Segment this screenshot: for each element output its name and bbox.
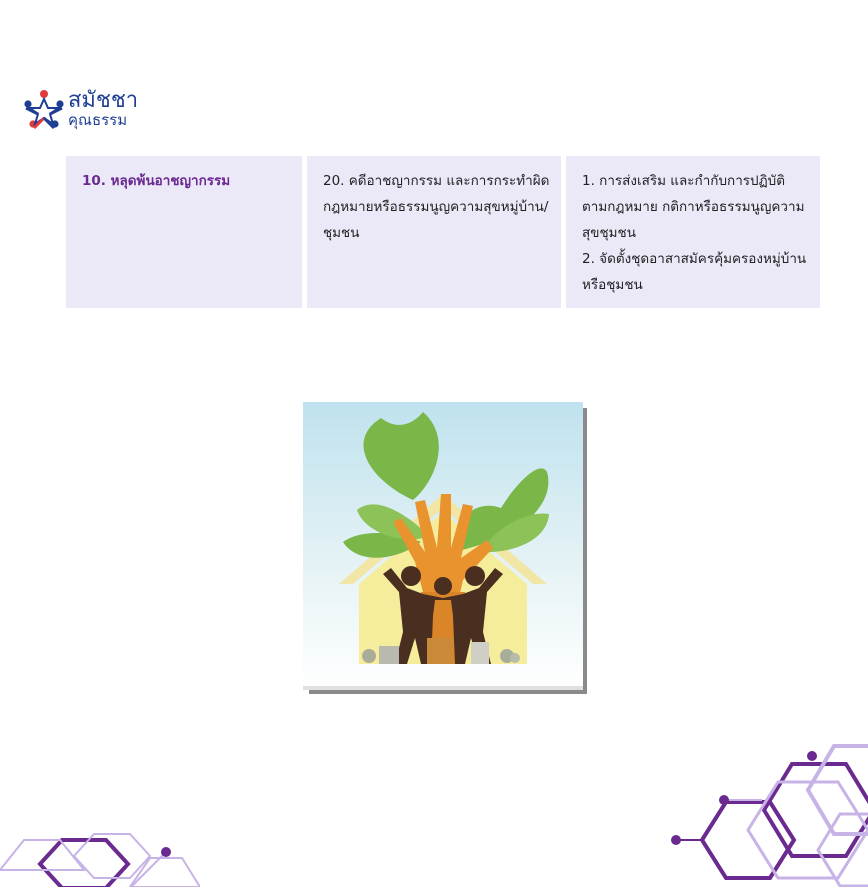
hexagon-decoration-left xyxy=(0,833,200,887)
leaf-shape xyxy=(453,468,549,552)
logo-text-line1: สมัชชา xyxy=(68,88,139,113)
logo-text-line2: คุณธรรม xyxy=(68,111,128,129)
leaf-shape xyxy=(363,412,439,500)
building-shape xyxy=(379,646,399,664)
logo: สมัชชา คุณธรรม xyxy=(22,88,152,134)
community-tree-illustration xyxy=(303,402,587,694)
category-text: 10. หลุดพ้นอาชญากรรม xyxy=(82,173,231,189)
table-cell-indicator: 20. คดีอาชญากรรม และการกระทำผิดกฎหมายหรื… xyxy=(307,156,561,308)
action-item: 1. การส่งเสริม และกำกับการปฏิบัติตามกฎหม… xyxy=(582,173,805,241)
hexagon-decoration-right xyxy=(671,744,868,887)
indicator-text: 20. คดีอาชญากรรม และการกระทำผิดกฎหมายหรื… xyxy=(323,173,550,241)
people-star-icon xyxy=(24,90,64,130)
table-cell-actions: 1. การส่งเสริม และกำกับการปฏิบัติตามกฎหม… xyxy=(566,156,820,308)
bush-shape xyxy=(362,649,376,663)
action-item: 2. จัดตั้งชุดอาสาสมัครคุ้มครองหมู่บ้านหร… xyxy=(582,251,807,293)
building-shape xyxy=(427,638,453,664)
bush-shape xyxy=(510,653,520,663)
leaf-shape xyxy=(481,513,549,553)
measures-table: 10. หลุดพ้นอาชญากรรม 20. คดีอาชญากรรม แล… xyxy=(66,156,820,308)
person-head xyxy=(465,566,485,586)
house-roof-shape xyxy=(339,494,547,584)
leaf-shape xyxy=(357,504,429,540)
person-head xyxy=(401,566,421,586)
family-figure xyxy=(383,568,503,664)
building-shape xyxy=(471,642,489,664)
table-cell-category: 10. หลุดพ้นอาชญากรรม xyxy=(66,156,302,308)
person-head xyxy=(434,577,452,595)
leaf-shape xyxy=(343,533,421,558)
